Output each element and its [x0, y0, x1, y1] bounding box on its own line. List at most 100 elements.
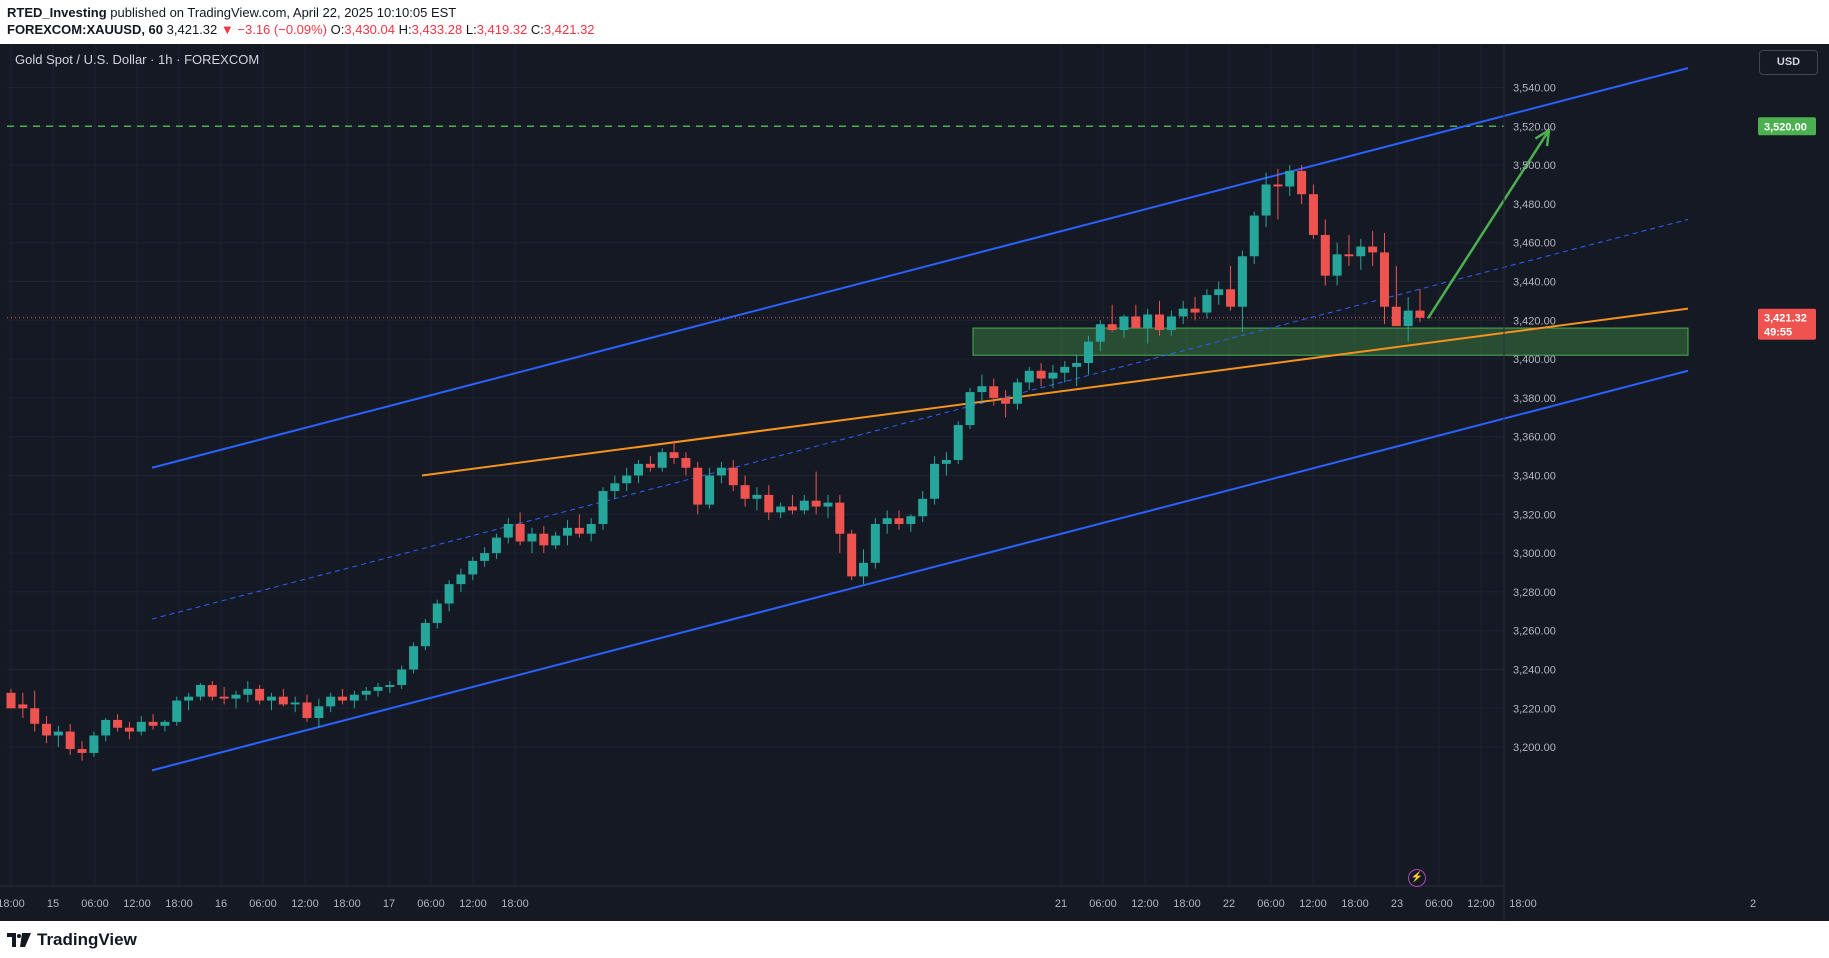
candle[interactable]	[1131, 304, 1141, 329]
candle[interactable]	[148, 714, 158, 730]
candle[interactable]	[1297, 165, 1307, 204]
candle[interactable]	[89, 731, 99, 757]
channel-mid-line[interactable]	[151, 218, 1689, 620]
candle[interactable]	[65, 723, 75, 755]
candle[interactable]	[941, 452, 951, 476]
candle[interactable]	[740, 475, 750, 507]
candle[interactable]	[266, 692, 276, 711]
candle[interactable]	[1273, 168, 1283, 220]
candle[interactable]	[53, 725, 63, 748]
candle[interactable]	[752, 487, 762, 511]
candle[interactable]	[231, 690, 241, 709]
currency-button[interactable]: USD	[1759, 50, 1818, 75]
candle[interactable]	[1048, 364, 1058, 389]
candle[interactable]	[101, 718, 111, 742]
candle[interactable]	[811, 471, 821, 515]
candle[interactable]	[953, 421, 963, 464]
candle[interactable]	[18, 692, 28, 718]
candle[interactable]	[1083, 335, 1093, 375]
candle[interactable]	[610, 475, 620, 499]
candle[interactable]	[847, 529, 857, 581]
support-zone[interactable]	[972, 327, 1689, 356]
candle[interactable]	[1095, 320, 1105, 352]
candle[interactable]	[1379, 233, 1389, 325]
candle[interactable]	[385, 681, 395, 693]
candle[interactable]	[1012, 378, 1022, 410]
candle[interactable]	[681, 452, 691, 476]
candle[interactable]	[1226, 265, 1236, 311]
candle[interactable]	[6, 688, 16, 709]
candle[interactable]	[1261, 172, 1271, 228]
candle[interactable]	[480, 547, 490, 567]
candle[interactable]	[1107, 304, 1117, 332]
candle[interactable]	[243, 681, 253, 703]
candle[interactable]	[1190, 297, 1200, 321]
candle[interactable]	[373, 683, 383, 697]
candle[interactable]	[172, 696, 182, 726]
candle[interactable]	[693, 461, 703, 515]
candle[interactable]	[562, 520, 572, 546]
candle[interactable]	[515, 512, 525, 546]
candle[interactable]	[184, 692, 194, 711]
candle[interactable]	[124, 721, 134, 740]
candle[interactable]	[539, 525, 549, 554]
candle[interactable]	[989, 378, 999, 406]
candle[interactable]	[1155, 300, 1165, 336]
candle[interactable]	[645, 456, 655, 472]
channel-upper-line[interactable]	[151, 67, 1689, 469]
candle[interactable]	[586, 518, 596, 542]
candle[interactable]	[705, 467, 715, 509]
price-chart[interactable]: 3,200.00 3,220.00 3,240.00 3,260.00 3,280.00…	[0, 44, 1829, 921]
candle[interactable]	[136, 716, 146, 736]
candle[interactable]	[894, 510, 904, 530]
candle[interactable]	[634, 459, 644, 484]
candle[interactable]	[622, 467, 632, 492]
candle[interactable]	[491, 533, 501, 559]
candle[interactable]	[1356, 238, 1366, 270]
candle[interactable]	[42, 716, 52, 744]
candle[interactable]	[30, 690, 40, 732]
candle[interactable]	[787, 494, 797, 515]
candle[interactable]	[1202, 289, 1212, 319]
candle[interactable]	[1368, 231, 1378, 266]
candle[interactable]	[432, 599, 442, 629]
publisher-name[interactable]: RTED_Investing	[7, 5, 107, 20]
candle[interactable]	[1332, 242, 1342, 286]
candle[interactable]	[598, 487, 608, 530]
candle[interactable]	[207, 681, 217, 701]
candle[interactable]	[1072, 355, 1082, 387]
candle[interactable]	[1214, 281, 1224, 305]
candle[interactable]	[716, 461, 726, 484]
candle[interactable]	[764, 485, 774, 521]
candle[interactable]	[468, 556, 478, 581]
lightning-event-icon[interactable]: ⚡	[1408, 869, 1426, 887]
candle[interactable]	[444, 580, 454, 612]
candle[interactable]	[776, 502, 786, 519]
candle[interactable]	[219, 686, 229, 705]
candle[interactable]	[349, 690, 359, 709]
candle[interactable]	[1391, 265, 1401, 327]
candle[interactable]	[278, 688, 288, 707]
candle[interactable]	[1344, 234, 1354, 266]
candle[interactable]	[409, 642, 419, 674]
candle[interactable]	[1024, 366, 1034, 391]
candle[interactable]	[1036, 362, 1046, 387]
candle[interactable]	[1285, 165, 1295, 197]
candle[interactable]	[77, 741, 87, 761]
candle[interactable]	[870, 518, 880, 569]
candle[interactable]	[728, 459, 738, 492]
candle[interactable]	[1308, 184, 1318, 239]
candle[interactable]	[918, 491, 928, 523]
candle[interactable]	[1166, 310, 1176, 336]
candle[interactable]	[420, 619, 430, 651]
candle[interactable]	[574, 514, 584, 538]
candle[interactable]	[551, 531, 561, 550]
channel-lower-line[interactable]	[151, 369, 1689, 772]
candle[interactable]	[799, 494, 809, 515]
candle[interactable]	[1415, 289, 1425, 323]
candle[interactable]	[314, 698, 324, 728]
candle[interactable]	[1119, 314, 1129, 338]
candle[interactable]	[361, 686, 371, 701]
candle[interactable]	[1320, 219, 1330, 286]
candle[interactable]	[1143, 308, 1153, 344]
